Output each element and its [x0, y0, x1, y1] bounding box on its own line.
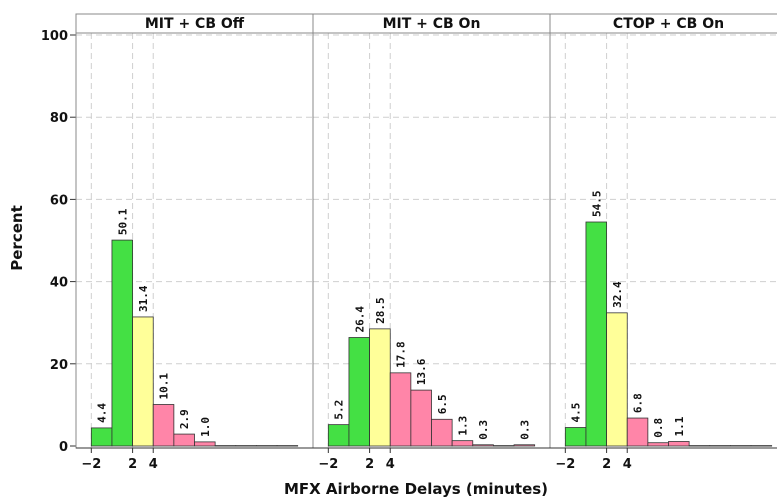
- x-tick-label: 4: [149, 457, 158, 472]
- bar: [586, 222, 607, 446]
- bar: [452, 441, 473, 446]
- y-tick-label: 60: [50, 193, 68, 208]
- bar: [215, 446, 236, 447]
- x-tick-label: 2: [602, 457, 611, 472]
- data-label: 10.1: [158, 373, 171, 400]
- y-tick-label: 100: [41, 29, 68, 44]
- bar: [493, 446, 514, 447]
- bar: [91, 428, 112, 446]
- data-label: 31.4: [137, 285, 150, 312]
- bar: [710, 446, 731, 447]
- y-tick-label: 80: [50, 111, 68, 126]
- bar: [153, 404, 174, 446]
- panel-frame: [76, 14, 313, 448]
- bar: [256, 446, 277, 447]
- data-label: 28.5: [374, 297, 387, 324]
- panel-title: CTOP + CB On: [613, 16, 724, 32]
- data-label: 54.5: [590, 191, 603, 218]
- data-label: 2.9: [178, 409, 191, 429]
- bar: [514, 445, 535, 446]
- bars-layer: [91, 222, 771, 446]
- bar: [689, 446, 710, 447]
- data-label: 1.0: [199, 417, 212, 437]
- x-tick-label: −2: [555, 457, 575, 472]
- data-label: 4.4: [96, 403, 109, 423]
- bar: [174, 434, 195, 446]
- frame-layer: [70, 14, 777, 453]
- data-label: 0.3: [518, 420, 531, 440]
- data-label: 17.8: [395, 341, 408, 368]
- bar: [112, 240, 133, 446]
- bar: [565, 428, 586, 446]
- bar: [627, 418, 648, 446]
- bar: [195, 442, 216, 446]
- y-tick-label: 20: [50, 358, 68, 373]
- data-label: 32.4: [611, 281, 624, 308]
- data-label: 13.6: [415, 358, 428, 385]
- bar: [751, 446, 772, 447]
- panel-frame: [550, 14, 777, 448]
- bar: [133, 317, 154, 446]
- data-label: 4.5: [570, 403, 583, 423]
- x-tick-label: −2: [318, 457, 338, 472]
- bar: [390, 373, 411, 446]
- bar: [669, 441, 690, 446]
- bar: [432, 419, 453, 446]
- x-tick-label: 4: [386, 457, 395, 472]
- x-tick-label: 2: [128, 457, 137, 472]
- data-label: 0.3: [477, 420, 490, 440]
- panel-title: MIT + CB On: [383, 16, 481, 32]
- x-tick-label: 4: [623, 457, 632, 472]
- y-tick-label: 0: [59, 440, 68, 455]
- data-label: 5.2: [333, 400, 346, 420]
- x-tick-label: −2: [81, 457, 101, 472]
- data-label: 26.4: [353, 306, 366, 333]
- data-label: 6.5: [436, 394, 449, 414]
- data-label: 0.8: [652, 418, 665, 438]
- bar: [328, 425, 349, 446]
- bar: [370, 329, 391, 446]
- panel-frame: [313, 14, 550, 448]
- data-label: 50.1: [116, 208, 129, 235]
- data-label: 1.3: [456, 416, 469, 436]
- bar: [730, 446, 751, 447]
- x-axis-label: MFX Airborne Delays (minutes): [284, 480, 548, 498]
- bar: [473, 445, 494, 446]
- data-label: 1.1: [673, 416, 686, 436]
- bar: [236, 446, 257, 447]
- y-axis-label: Percent: [8, 205, 26, 270]
- y-tick-label: 40: [50, 276, 68, 291]
- bar: [648, 443, 669, 446]
- data-label: 6.8: [632, 393, 645, 413]
- x-tick-label: 2: [365, 457, 374, 472]
- bar: [349, 337, 370, 446]
- bar: [411, 390, 432, 446]
- bar: [607, 313, 628, 446]
- panel-title: MIT + CB Off: [145, 16, 245, 32]
- bar: [277, 446, 298, 447]
